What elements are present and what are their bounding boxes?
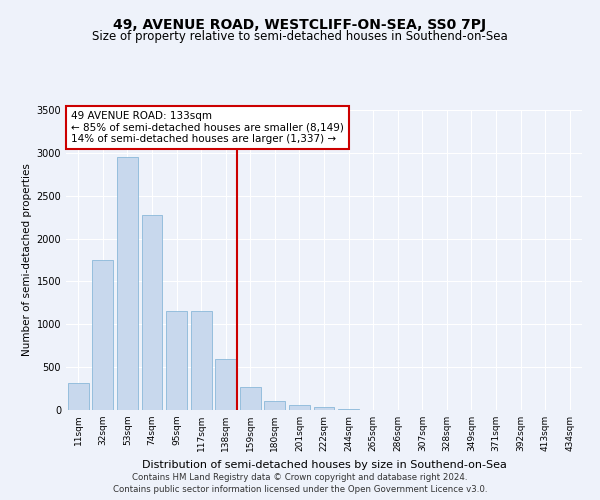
- Bar: [92, 260, 113, 410]
- Bar: [142, 214, 163, 410]
- Text: Size of property relative to semi-detached houses in Southend-on-Sea: Size of property relative to semi-detach…: [92, 30, 508, 43]
- Bar: [338, 408, 359, 410]
- Bar: [265, 400, 286, 410]
- Y-axis label: Number of semi-detached properties: Number of semi-detached properties: [22, 164, 32, 356]
- Text: 49, AVENUE ROAD, WESTCLIFF-ON-SEA, SS0 7PJ: 49, AVENUE ROAD, WESTCLIFF-ON-SEA, SS0 7…: [113, 18, 487, 32]
- Bar: [240, 387, 261, 410]
- Text: 49 AVENUE ROAD: 133sqm
← 85% of semi-detached houses are smaller (8,149)
14% of : 49 AVENUE ROAD: 133sqm ← 85% of semi-det…: [71, 111, 344, 144]
- Bar: [117, 157, 138, 410]
- Text: Contains public sector information licensed under the Open Government Licence v3: Contains public sector information licen…: [113, 485, 487, 494]
- Bar: [68, 384, 89, 410]
- Bar: [191, 312, 212, 410]
- X-axis label: Distribution of semi-detached houses by size in Southend-on-Sea: Distribution of semi-detached houses by …: [142, 460, 506, 469]
- Bar: [289, 405, 310, 410]
- Text: Contains HM Land Registry data © Crown copyright and database right 2024.: Contains HM Land Registry data © Crown c…: [132, 472, 468, 482]
- Bar: [166, 312, 187, 410]
- Bar: [314, 408, 334, 410]
- Bar: [215, 360, 236, 410]
